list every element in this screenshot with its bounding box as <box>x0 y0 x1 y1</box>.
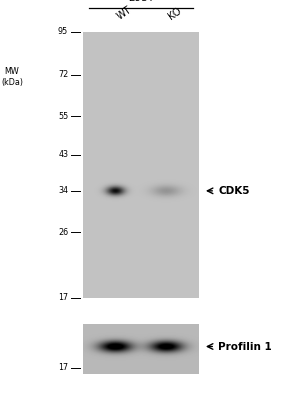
Text: KO: KO <box>166 6 183 22</box>
Text: 72: 72 <box>58 70 68 79</box>
Text: CDK5: CDK5 <box>218 186 250 196</box>
Text: 55: 55 <box>58 112 68 121</box>
Text: 43: 43 <box>58 150 68 159</box>
Text: 17: 17 <box>58 364 68 372</box>
Text: 26: 26 <box>58 228 68 237</box>
Text: WT: WT <box>115 5 134 22</box>
Text: MW
(kDa): MW (kDa) <box>1 66 23 87</box>
Text: 17: 17 <box>58 294 68 302</box>
Text: 293T: 293T <box>128 0 154 3</box>
Text: 95: 95 <box>58 28 68 36</box>
Text: Profilin 1: Profilin 1 <box>218 342 272 352</box>
Text: 34: 34 <box>58 186 68 195</box>
